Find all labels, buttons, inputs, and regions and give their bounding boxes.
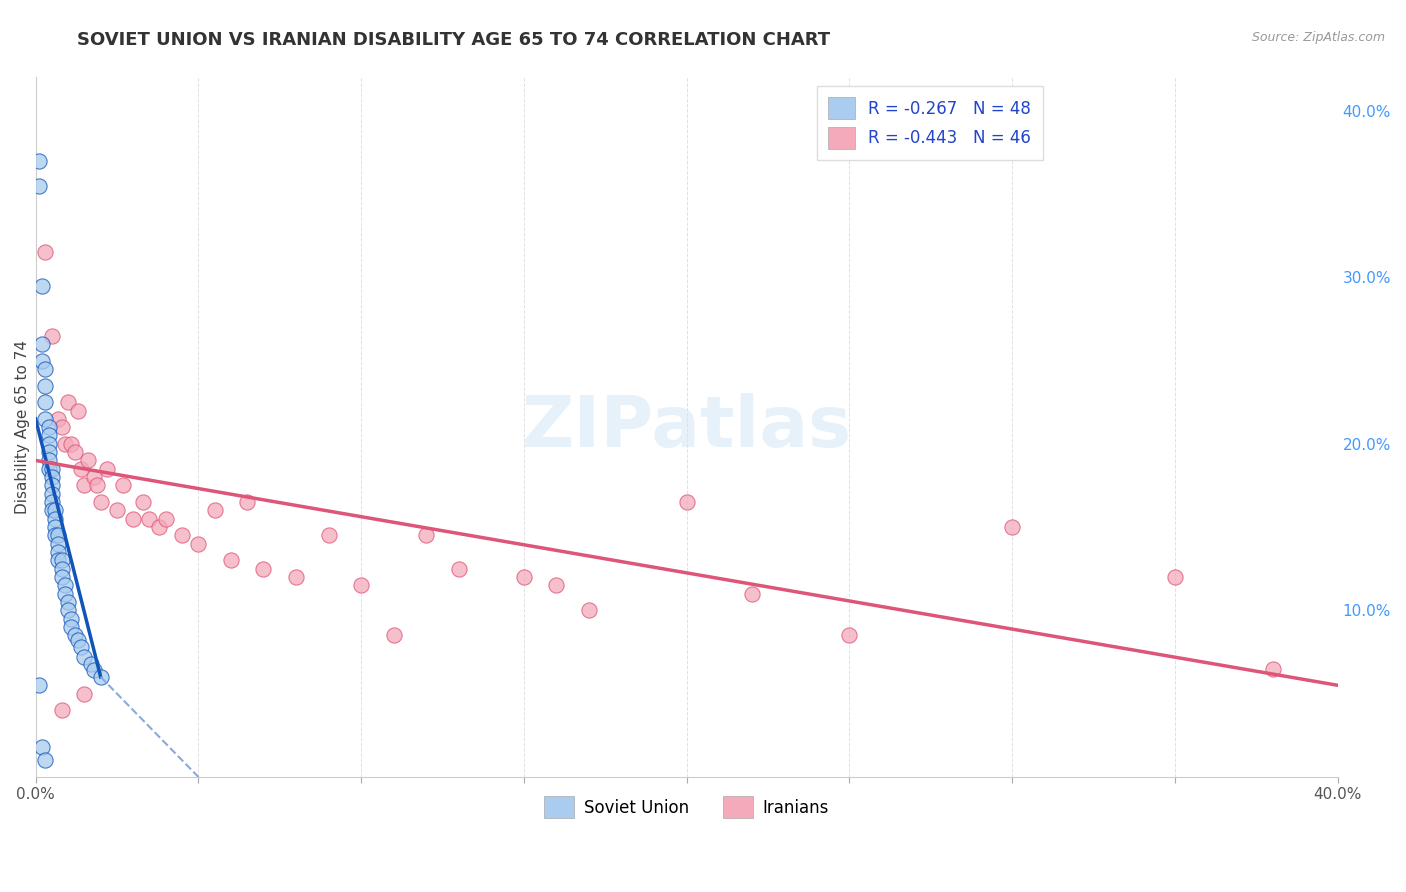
Point — [350, 578, 373, 592]
Point — [96, 462, 118, 476]
Point — [447, 562, 470, 576]
Point — [236, 495, 259, 509]
Point — [382, 628, 405, 642]
Point — [41, 487, 63, 501]
Point — [41, 462, 63, 476]
Point — [38, 453, 60, 467]
Point — [70, 462, 93, 476]
Point — [38, 428, 60, 442]
Point — [31, 337, 53, 351]
Point — [38, 462, 60, 476]
Point — [46, 528, 69, 542]
Point — [73, 687, 96, 701]
Point — [138, 512, 160, 526]
Point — [38, 420, 60, 434]
Point — [56, 603, 79, 617]
Point — [66, 403, 89, 417]
Point — [675, 495, 697, 509]
Point — [148, 520, 170, 534]
Point — [252, 562, 274, 576]
Point — [44, 528, 66, 542]
Point — [132, 495, 155, 509]
Point — [51, 553, 73, 567]
Point — [578, 603, 600, 617]
Point — [63, 445, 86, 459]
Point — [415, 528, 437, 542]
Point — [34, 753, 56, 767]
Point — [31, 278, 53, 293]
Point — [70, 640, 93, 654]
Point — [56, 595, 79, 609]
Point — [105, 503, 128, 517]
Point — [60, 437, 83, 451]
Point — [90, 495, 112, 509]
Point — [60, 620, 83, 634]
Point — [187, 537, 209, 551]
Point — [41, 503, 63, 517]
Point — [1164, 570, 1187, 584]
Point — [38, 445, 60, 459]
Text: Source: ZipAtlas.com: Source: ZipAtlas.com — [1251, 31, 1385, 45]
Point — [83, 663, 105, 677]
Point — [122, 512, 145, 526]
Point — [44, 512, 66, 526]
Point — [51, 420, 73, 434]
Point — [318, 528, 340, 542]
Point — [1001, 520, 1024, 534]
Point — [44, 520, 66, 534]
Point — [28, 153, 51, 168]
Point — [41, 495, 63, 509]
Point — [838, 628, 860, 642]
Point — [34, 245, 56, 260]
Point — [34, 395, 56, 409]
Point — [219, 553, 242, 567]
Point — [112, 478, 135, 492]
Point — [31, 353, 53, 368]
Point — [73, 478, 96, 492]
Point — [51, 570, 73, 584]
Point — [46, 412, 69, 426]
Point — [76, 453, 98, 467]
Point — [90, 670, 112, 684]
Point — [51, 703, 73, 717]
Point — [83, 470, 105, 484]
Point — [41, 470, 63, 484]
Point — [73, 650, 96, 665]
Point — [1261, 662, 1284, 676]
Point — [513, 570, 536, 584]
Text: ZIPatlas: ZIPatlas — [522, 392, 852, 462]
Point — [204, 503, 226, 517]
Point — [86, 478, 108, 492]
Point — [66, 633, 89, 648]
Point — [41, 478, 63, 492]
Text: SOVIET UNION VS IRANIAN DISABILITY AGE 65 TO 74 CORRELATION CHART: SOVIET UNION VS IRANIAN DISABILITY AGE 6… — [77, 31, 831, 49]
Point — [285, 570, 308, 584]
Point — [63, 628, 86, 642]
Point — [51, 562, 73, 576]
Point — [53, 587, 76, 601]
Point — [53, 578, 76, 592]
Point — [31, 739, 53, 754]
Point — [46, 537, 69, 551]
Point — [34, 412, 56, 426]
Point — [38, 437, 60, 451]
Point — [741, 587, 763, 601]
Point — [34, 378, 56, 392]
Point — [44, 503, 66, 517]
Point — [46, 553, 69, 567]
Point — [28, 178, 51, 193]
Point — [155, 512, 177, 526]
Point — [41, 328, 63, 343]
Y-axis label: Disability Age 65 to 74: Disability Age 65 to 74 — [15, 340, 30, 514]
Point — [60, 612, 83, 626]
Point — [56, 395, 79, 409]
Point — [170, 528, 193, 542]
Point — [80, 657, 103, 671]
Legend: Soviet Union, Iranians: Soviet Union, Iranians — [537, 789, 835, 824]
Point — [46, 545, 69, 559]
Point — [546, 578, 568, 592]
Point — [34, 362, 56, 376]
Point — [28, 678, 51, 692]
Point — [53, 437, 76, 451]
